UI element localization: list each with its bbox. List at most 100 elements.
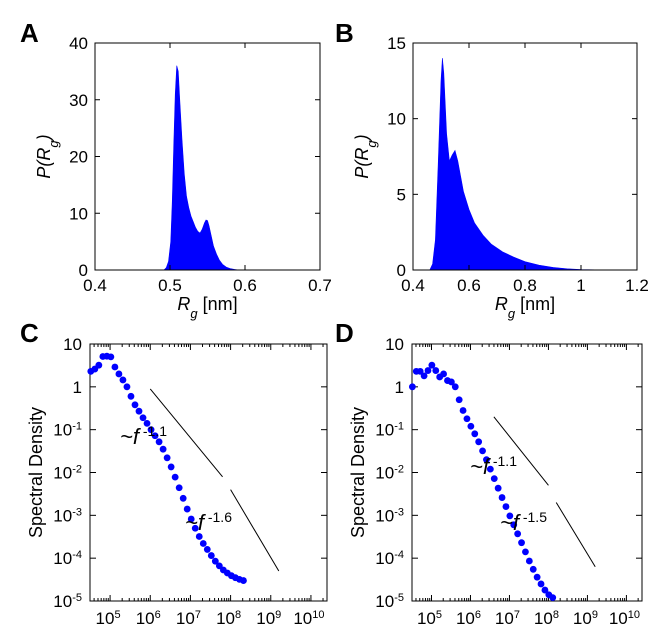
y-tick-exp: -2: [394, 464, 404, 476]
x-tick-base: 10: [293, 609, 312, 628]
data-point: [467, 422, 475, 430]
y-axis-label: Spectral Density: [26, 407, 46, 538]
power-law-annotation: ~f -1.5: [500, 509, 547, 535]
power-law-fit-line: [149, 388, 223, 478]
data-point: [151, 432, 159, 440]
data-point: [479, 447, 486, 455]
x-tick-label: 105: [417, 609, 442, 628]
data-point: [518, 539, 525, 547]
x-tick-exp: 8: [235, 609, 241, 621]
x-tick-base: 10: [256, 609, 275, 628]
x-tick-base: 10: [417, 609, 436, 628]
data-point: [167, 463, 175, 471]
y-tick-base: 10: [53, 421, 72, 440]
x-axis-label-main: R: [495, 294, 508, 314]
power-law-fit-line: [555, 502, 596, 567]
x-tick-label: 0.6: [457, 276, 481, 295]
y-tick-label: 10-5: [375, 592, 404, 611]
panel-label: A: [20, 18, 39, 48]
x-tick-label: 108: [216, 609, 241, 628]
y-tick-label: 1: [395, 378, 404, 397]
data-point: [187, 515, 195, 523]
y-axis-label: P(Rg): [352, 134, 379, 178]
histogram-area: [429, 58, 610, 271]
y-axis-label-post: ): [352, 134, 372, 142]
data-point: [155, 438, 163, 446]
annotation-exp: -1.1: [139, 423, 167, 439]
y-axis-label: Spectral Density: [348, 407, 368, 538]
x-tick-exp: 10: [312, 609, 324, 621]
x-tick-label: 0.6: [233, 276, 257, 295]
x-tick-label: 0.8: [513, 276, 537, 295]
data-point: [506, 512, 514, 520]
x-tick-exp: 8: [553, 609, 559, 621]
x-tick-label: 107: [176, 609, 201, 628]
data-point: [135, 407, 143, 415]
y-tick-label: 10-3: [53, 506, 82, 525]
y-tick-base: 10: [53, 464, 72, 483]
y-tick-label: 20: [69, 148, 88, 167]
y-tick-base: 10: [375, 421, 394, 440]
data-point: [440, 370, 447, 378]
data-point: [159, 445, 167, 453]
x-tick-label: 109: [256, 609, 281, 628]
data-point: [408, 383, 416, 391]
y-tick-label: 0: [79, 261, 88, 280]
data-point: [131, 401, 139, 409]
x-tick-base: 10: [96, 609, 115, 628]
panel-label: D: [335, 318, 354, 348]
data-point: [115, 370, 123, 378]
power-law-annotation: ~f -1.1: [120, 423, 167, 449]
x-tick-label: 107: [495, 609, 520, 628]
data-point: [455, 396, 463, 404]
y-tick-exp: -5: [394, 592, 404, 604]
x-tick-base: 10: [136, 609, 155, 628]
x-tick-base: 10: [456, 609, 475, 628]
data-point: [127, 392, 135, 400]
panel-label: C: [20, 318, 39, 348]
y-tick-base: 1: [73, 378, 82, 397]
x-tick-label: 0.5: [158, 276, 182, 295]
data-point: [549, 594, 557, 602]
x-tick-label: 1010: [293, 609, 324, 628]
data-point: [459, 407, 467, 414]
annotation-base: ~f: [470, 454, 492, 479]
x-axis-label-sub: g: [190, 306, 198, 321]
data-point: [95, 361, 103, 369]
y-tick-label: 10-1: [375, 421, 404, 440]
x-tick-label: 109: [573, 609, 598, 628]
y-tick-exp: -4: [394, 549, 404, 561]
y-tick-label: 10-1: [53, 421, 82, 440]
y-tick-base: 10: [375, 506, 394, 525]
data-point: [179, 494, 187, 502]
x-axis-label-unit: [nm]: [198, 294, 238, 314]
data-point: [490, 475, 498, 483]
annotation-base: ~f: [185, 510, 207, 535]
y-tick-base: 10: [63, 335, 82, 354]
y-tick-exp: -4: [72, 549, 82, 561]
power-law-annotation: ~f -1.6: [185, 509, 232, 535]
y-tick-label: 10: [63, 335, 82, 354]
data-point: [420, 372, 428, 380]
x-tick-exp: 9: [275, 609, 281, 621]
y-tick-base: 10: [53, 549, 72, 568]
x-tick-label: 1: [576, 276, 585, 295]
data-point: [207, 552, 215, 559]
y-axis-label-sub: g: [46, 140, 61, 148]
data-point: [147, 426, 155, 434]
annotation-base: ~f: [120, 424, 142, 449]
x-tick-label: 105: [96, 609, 121, 628]
x-tick-label: 0.7: [308, 276, 332, 295]
x-axis-label-sub: g: [508, 306, 516, 321]
x-tick-base: 10: [495, 609, 514, 628]
y-tick-base: 10: [385, 335, 404, 354]
y-tick-label: 10: [385, 335, 404, 354]
data-point: [483, 456, 490, 464]
data-point: [111, 363, 119, 371]
x-tick-base: 10: [216, 609, 235, 628]
data-point: [199, 540, 207, 547]
x-tick-label: 0.4: [83, 276, 107, 295]
